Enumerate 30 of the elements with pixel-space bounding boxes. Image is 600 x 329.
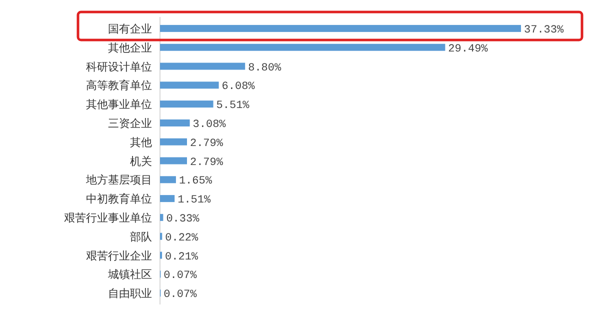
data-label: 29.49% <box>448 43 488 56</box>
data-label: 0.21% <box>165 251 198 264</box>
data-label: 2.79% <box>190 156 224 169</box>
data-label: 1.65% <box>178 176 212 188</box>
data-label: 0.22% <box>165 232 199 244</box>
data-label: 0.07% <box>164 270 198 282</box>
data-label: 37.33% <box>524 24 564 36</box>
y-tick-label: 科研设计单位 <box>86 60 152 74</box>
y-tick-label: 部队 <box>130 230 152 244</box>
y-tick-label: 中初教育单位 <box>86 192 152 206</box>
y-tick-label: 其他企业 <box>108 41 152 54</box>
data-label: 0.33% <box>166 213 200 226</box>
data-label: 6.08% <box>222 81 256 94</box>
data-label: 1.51% <box>178 194 212 207</box>
y-tick-label: 其他 <box>130 136 152 149</box>
y-tick-label: 其他事业单位 <box>86 98 152 112</box>
data-label: 0.07% <box>164 289 198 302</box>
y-tick-label: 自由职业 <box>108 287 152 300</box>
y-tick-label: 国有企业 <box>108 22 152 36</box>
data-label: 5.51% <box>216 100 250 112</box>
y-tick-label: 机关 <box>130 154 152 168</box>
data-label: 2.79% <box>190 138 224 150</box>
data-label: 8.80% <box>248 62 282 74</box>
y-tick-label: 城镇社区 <box>107 268 152 282</box>
y-tick-label: 艰苦行业企业 <box>86 249 152 262</box>
data-label: 3.08% <box>192 118 226 131</box>
y-tick-label: 艰苦行业事业单位 <box>64 211 152 224</box>
y-tick-label: 三资企业 <box>108 116 152 130</box>
y-tick-label: 地方基层项目 <box>85 174 152 187</box>
y-tick-label: 高等教育单位 <box>86 79 152 92</box>
